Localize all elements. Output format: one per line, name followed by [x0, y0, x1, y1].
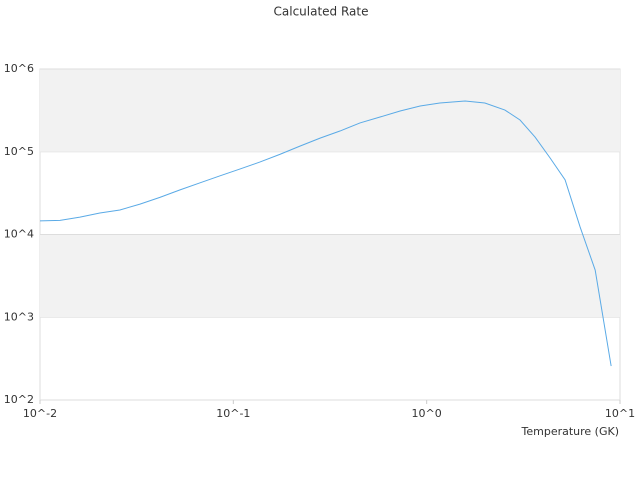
x-axis-label: Temperature (GK) — [521, 425, 620, 438]
y-tick-label: 10^2 — [4, 393, 34, 406]
y-tick-label: 10^5 — [4, 145, 34, 158]
chart-title: Calculated Rate — [274, 5, 369, 19]
y-tick-label: 10^6 — [4, 62, 34, 75]
x-tick-label: 10^1 — [605, 407, 635, 420]
grid-band — [40, 234, 620, 318]
series-line — [39, 100, 612, 367]
x-tick-label: 10^-2 — [23, 407, 57, 420]
x-tick-label: 10^-1 — [216, 407, 250, 420]
x-tick-label: 10^0 — [412, 407, 442, 420]
y-tick-label: 10^3 — [4, 310, 34, 323]
y-tick-label: 10^4 — [4, 228, 34, 241]
grid-band — [40, 69, 620, 152]
